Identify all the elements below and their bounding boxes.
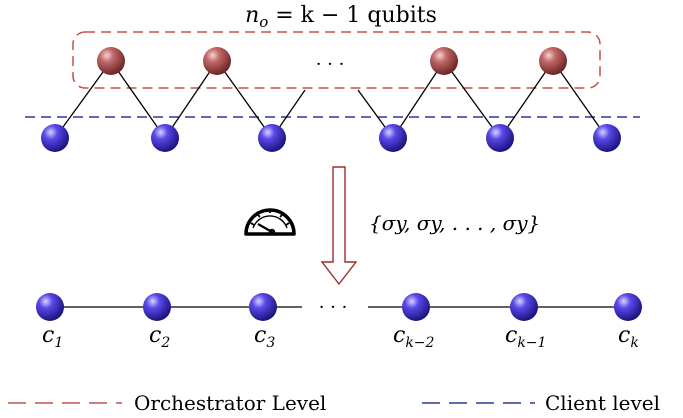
client-label-c2: c2	[149, 323, 170, 351]
client-label-c3: c3	[254, 323, 275, 351]
measurement-arrow	[320, 166, 358, 286]
measurement-label: {σy, σy, . . . , σy}	[369, 211, 540, 235]
meter-icon	[244, 208, 296, 236]
legend: Orchestrator Level Client level	[8, 391, 660, 415]
client-chain-qubit	[143, 293, 171, 321]
orchestrator-qubit	[539, 47, 567, 75]
client-qubit	[379, 124, 407, 152]
diagram-title: no = k − 1 qubits	[245, 3, 437, 31]
orchestrator-level-box	[72, 31, 601, 89]
client-qubit	[41, 124, 69, 152]
client-chain-qubit	[614, 293, 642, 321]
client-qubit	[593, 124, 621, 152]
client-label-c1: c1	[42, 323, 63, 351]
orchestrator-qubit	[97, 47, 125, 75]
legend-client-label: Client level	[545, 391, 660, 415]
bottom-ellipsis: · · ·	[319, 297, 348, 318]
client-qubit	[486, 124, 514, 152]
client-chain-qubit	[249, 293, 277, 321]
top-ellipsis: · · ·	[316, 54, 345, 75]
client-label-ck: ck	[618, 323, 639, 351]
zigzag-connections	[54, 60, 608, 139]
client-qubit	[151, 124, 179, 152]
client-chain-qubit	[36, 293, 64, 321]
client-label-ck-1: ck−1	[505, 323, 546, 351]
orchestrator-qubit	[430, 47, 458, 75]
orchestrator-qubit	[203, 47, 231, 75]
client-qubit	[258, 124, 286, 152]
client-chain-qubit	[510, 293, 538, 321]
legend-orchestrator-label: Orchestrator Level	[134, 391, 326, 415]
client-chain-qubit	[402, 293, 430, 321]
client-label-ck-2: ck−2	[393, 323, 435, 351]
